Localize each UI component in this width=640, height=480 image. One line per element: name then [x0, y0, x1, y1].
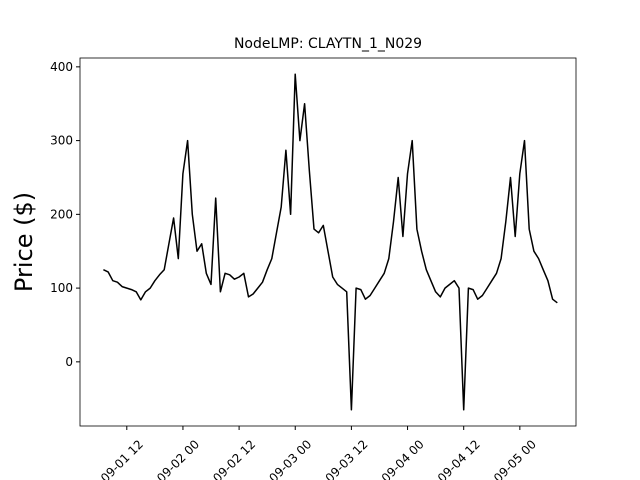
y-tick-label: 200	[50, 207, 73, 221]
x-tick-label: 09-02 12	[210, 437, 258, 480]
x-tick-label: 09-01 12	[98, 437, 146, 480]
x-tick-label: 09-05 00	[491, 437, 539, 480]
y-tick-label: 0	[65, 355, 73, 369]
x-tick-label: 09-03 12	[323, 437, 371, 480]
y-tick-label: 100	[50, 281, 73, 295]
y-tick-label: 300	[50, 134, 73, 148]
data-line	[103, 73, 558, 411]
chart-title: NodeLMP: CLAYTN_1_N029	[234, 36, 422, 52]
y-axis-label: Price ($)	[10, 192, 38, 292]
x-tick-label: 09-02 00	[154, 437, 202, 480]
x-tick-label: 09-03 00	[266, 437, 314, 480]
plot-frame	[79, 57, 577, 427]
y-tick-label: 400	[50, 60, 73, 74]
x-tick-label: 09-04 00	[379, 437, 427, 480]
x-tick-label: 09-04 12	[435, 437, 483, 480]
